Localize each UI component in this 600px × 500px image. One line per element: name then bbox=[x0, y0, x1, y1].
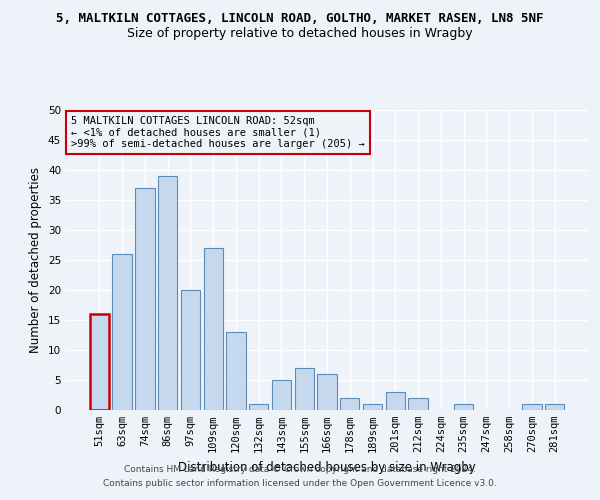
Text: 5 MALTKILN COTTAGES LINCOLN ROAD: 52sqm
← <1% of detached houses are smaller (1): 5 MALTKILN COTTAGES LINCOLN ROAD: 52sqm … bbox=[71, 116, 365, 149]
Bar bbox=[522, 404, 542, 410]
Bar bbox=[272, 380, 291, 410]
X-axis label: Distribution of detached houses by size in Wragby: Distribution of detached houses by size … bbox=[178, 460, 476, 473]
Bar bbox=[181, 290, 200, 410]
Text: 5, MALTKILN COTTAGES, LINCOLN ROAD, GOLTHO, MARKET RASEN, LN8 5NF: 5, MALTKILN COTTAGES, LINCOLN ROAD, GOLT… bbox=[56, 12, 544, 26]
Bar bbox=[409, 398, 428, 410]
Bar bbox=[135, 188, 155, 410]
Y-axis label: Number of detached properties: Number of detached properties bbox=[29, 167, 43, 353]
Bar bbox=[112, 254, 132, 410]
Bar bbox=[363, 404, 382, 410]
Text: Contains HM Land Registry data © Crown copyright and database right 2024.
Contai: Contains HM Land Registry data © Crown c… bbox=[103, 466, 497, 487]
Bar bbox=[386, 392, 405, 410]
Bar bbox=[226, 332, 245, 410]
Bar bbox=[203, 248, 223, 410]
Bar bbox=[545, 404, 564, 410]
Bar bbox=[317, 374, 337, 410]
Text: Size of property relative to detached houses in Wragby: Size of property relative to detached ho… bbox=[127, 28, 473, 40]
Bar bbox=[340, 398, 359, 410]
Bar bbox=[158, 176, 178, 410]
Bar bbox=[295, 368, 314, 410]
Bar bbox=[249, 404, 268, 410]
Bar bbox=[454, 404, 473, 410]
Bar bbox=[90, 314, 109, 410]
